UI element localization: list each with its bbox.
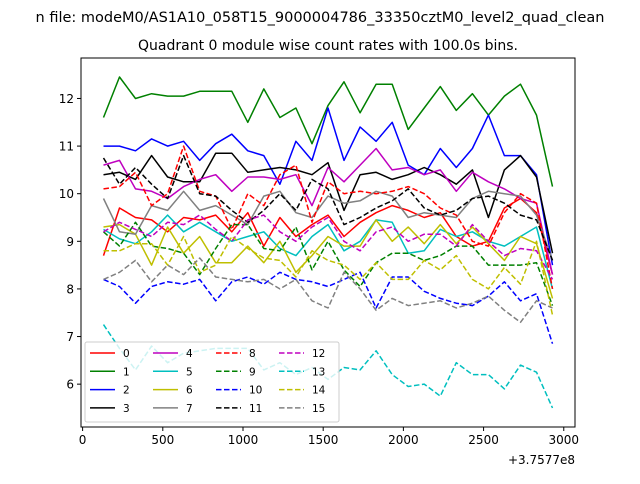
- legend-label-4: 4: [186, 348, 193, 360]
- legend-label-7: 7: [186, 403, 193, 415]
- legend-label-0: 0: [123, 348, 130, 360]
- x-tick-label-2000: 2000: [388, 433, 419, 447]
- legend-label-12: 12: [312, 348, 325, 360]
- figure-suptitle: n file: modeM0/AS1A10_058T15_9000004786_…: [36, 10, 605, 26]
- series-line-6: [103, 219, 554, 299]
- y-tick-label-10: 10: [59, 187, 74, 201]
- series-line-4: [103, 147, 554, 275]
- y-tick-label-9: 9: [66, 235, 74, 249]
- series-line-12: [103, 214, 554, 280]
- series-line-1: [102, 76, 554, 187]
- legend-label-10: 10: [249, 385, 262, 397]
- series-line-3: [103, 152, 554, 254]
- series-line-0: [102, 197, 554, 275]
- series-line-9: [103, 221, 554, 306]
- legend-label-8: 8: [249, 348, 256, 360]
- series-line-15: [103, 257, 553, 324]
- legend-label-3: 3: [123, 403, 130, 415]
- chart-title: Quadrant 0 module wise count rates with …: [138, 38, 518, 54]
- legend-label-11: 11: [249, 403, 262, 415]
- x-tick-label-1500: 1500: [308, 433, 339, 447]
- legend-label-15: 15: [312, 403, 325, 415]
- x-tick-label-1000: 1000: [228, 433, 259, 447]
- series-line-14: [103, 235, 554, 316]
- x-tick-label-3000: 3000: [548, 433, 579, 447]
- y-tick-label-12: 12: [59, 92, 74, 106]
- legend-label-13: 13: [312, 366, 325, 378]
- legend-box: [84, 341, 340, 423]
- series-line-2: [103, 107, 554, 266]
- y-tick-label-11: 11: [59, 140, 74, 154]
- series-line-10: [103, 271, 554, 344]
- legend-label-1: 1: [123, 366, 130, 378]
- series-line-8: [103, 145, 554, 290]
- legend-label-5: 5: [186, 366, 193, 378]
- series-line-11: [102, 154, 554, 261]
- x-tick-label-2500: 2500: [468, 433, 499, 447]
- series-line-7: [102, 190, 554, 261]
- x-tick-label-0: 0: [79, 433, 87, 447]
- legend-label-6: 6: [186, 385, 193, 397]
- axes-frame: [80, 57, 576, 428]
- y-tick-label-6: 6: [66, 378, 74, 392]
- series-line-5: [103, 214, 554, 290]
- x-tick-label-500: 500: [151, 433, 174, 447]
- legend-label-2: 2: [123, 385, 130, 397]
- legend-label-9: 9: [249, 366, 256, 378]
- x-offset-text: +3.7577e8: [508, 453, 575, 467]
- y-tick-label-7: 7: [66, 330, 74, 344]
- y-tick-label-8: 8: [66, 282, 74, 296]
- plot-area: 0 500 1000 1500 2000 2500 30006789101112012345…: [59, 57, 579, 447]
- legend-label-14: 14: [312, 385, 326, 397]
